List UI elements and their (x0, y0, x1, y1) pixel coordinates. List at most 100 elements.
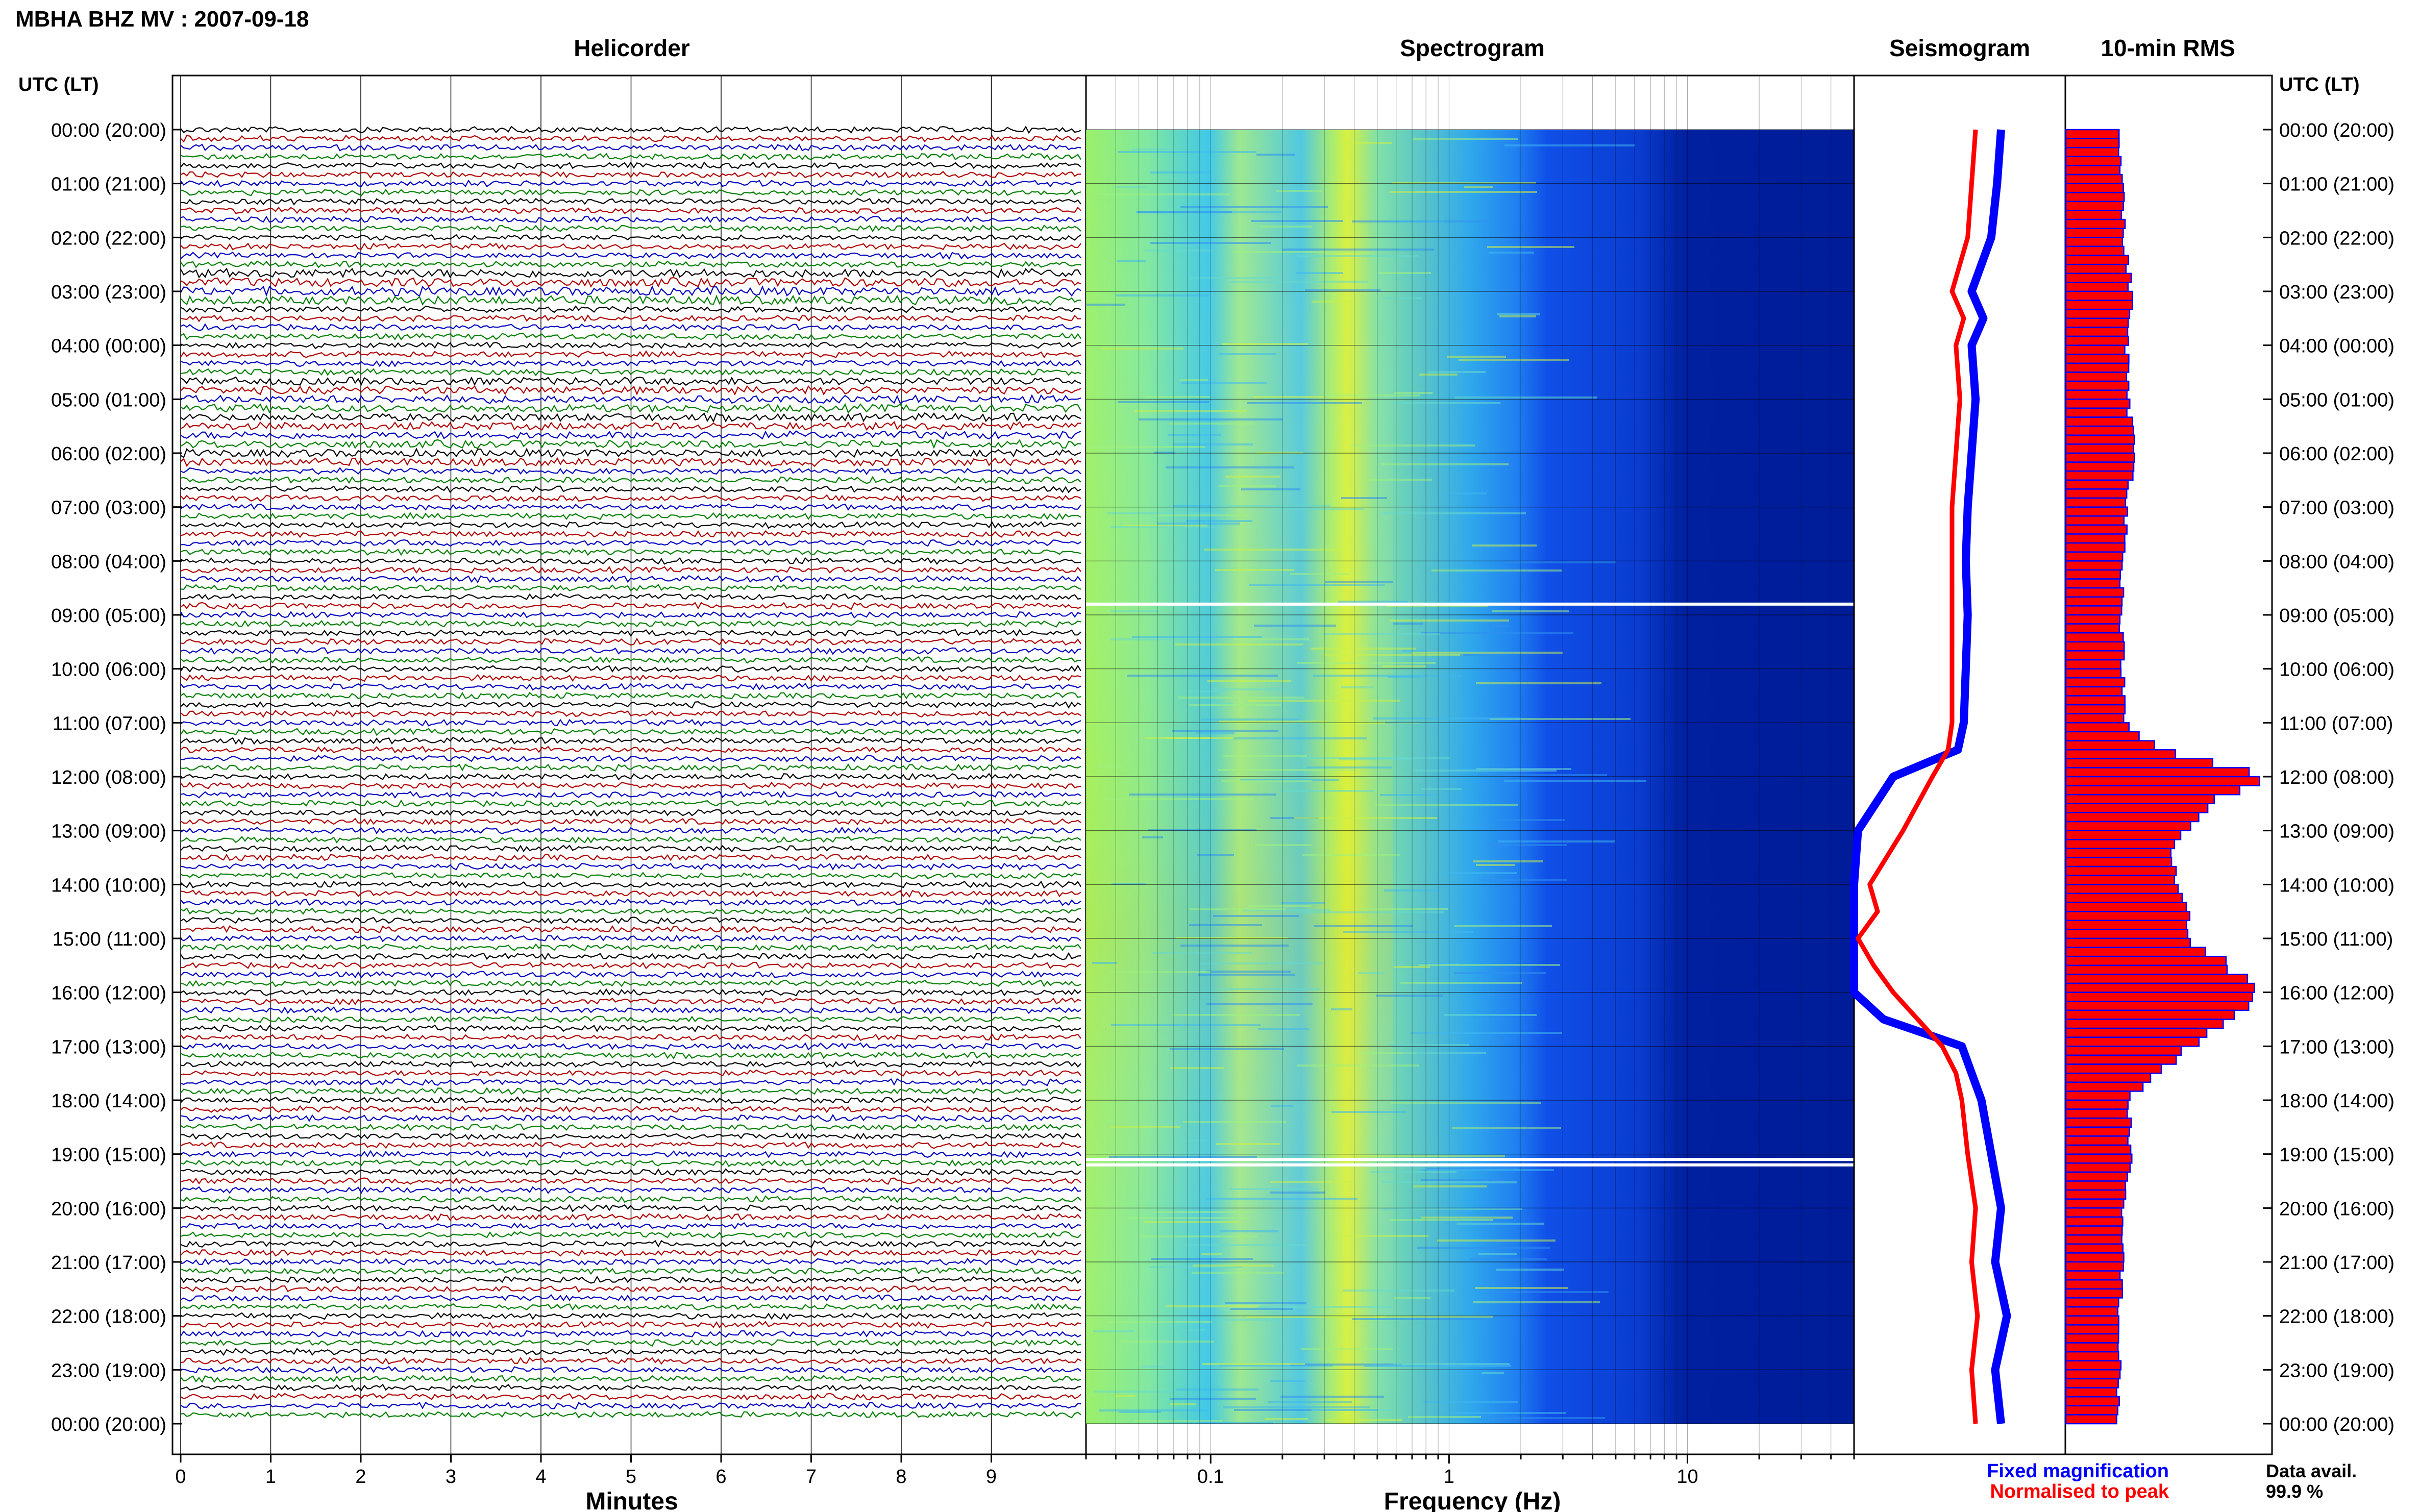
spectrogram-texture (1351, 444, 1475, 447)
rms-bar (2065, 974, 2249, 984)
rms-bar (2065, 758, 2213, 769)
helicorder-trace (180, 988, 1081, 997)
spectrogram-texture (1248, 700, 1400, 702)
time-axis-label-right: UTC (LT) (2279, 74, 2360, 95)
rms-bar (2065, 407, 2128, 418)
time-tick-label-right: 11:00 (07:00) (2279, 713, 2393, 734)
helicorder-trace (180, 323, 1081, 332)
helicorder-panel (171, 75, 1087, 1455)
minute-tick-label: 9 (986, 1466, 997, 1488)
rms-bar (2065, 354, 2130, 364)
rms-bar (2065, 1324, 2119, 1335)
spectrogram-texture (1394, 966, 1430, 968)
helicorder-trace (180, 1231, 1081, 1239)
rms-bar (2065, 1180, 2127, 1191)
rms-bar (2065, 920, 2187, 930)
spectrogram-texture (1206, 1198, 1357, 1200)
rms-bar (2065, 992, 2253, 1002)
frequency-tick-label: 1 (1444, 1466, 1454, 1488)
spectrogram-texture (1459, 359, 1569, 361)
helicorder-trace (180, 170, 1081, 179)
spectrogram-texture (1177, 690, 1226, 692)
helicorder-trace (180, 1366, 1081, 1374)
minute-tick-label: 3 (446, 1466, 456, 1488)
rms-bar (2065, 129, 2120, 139)
spectrogram-texture (1473, 1301, 1600, 1303)
spectrogram-texture (1180, 379, 1208, 381)
helicorder-trace (180, 179, 1081, 188)
rms-bar (2065, 632, 2124, 643)
spectrogram-texture (1144, 1221, 1239, 1223)
spectrogram-texture (1186, 520, 1252, 522)
spectrogram-texture (1221, 1319, 1280, 1321)
helicorder-trace (180, 503, 1081, 511)
helicorder-trace (180, 1383, 1081, 1392)
rms-bar (2065, 1297, 2119, 1308)
spectrogram-texture (1460, 654, 1499, 656)
rms-bar (2065, 767, 2250, 778)
spectrogram-texture (1505, 561, 1616, 563)
spectrogram-texture (1153, 1211, 1251, 1213)
spectrogram-texture (1408, 1416, 1481, 1418)
helicorder-trace (180, 206, 1081, 215)
minute-tick-label: 1 (265, 1466, 276, 1488)
rms-bar (2065, 884, 2179, 895)
spectrogram-texture (1312, 1409, 1394, 1411)
spectrogram-texture (1476, 768, 1571, 770)
spectrogram-texture (1358, 1052, 1416, 1054)
helicorder-trace (180, 907, 1081, 915)
helicorder-trace (180, 1024, 1081, 1033)
spectrogram-texture (1196, 732, 1235, 734)
spectrogram-texture (1087, 446, 1205, 448)
spectrogram-texture (1383, 665, 1426, 667)
helicorder-trace (180, 709, 1081, 718)
time-tick-label-left: 10:00 (06:00) (51, 659, 166, 681)
spectrogram-texture (1498, 840, 1615, 842)
spectrogram-texture (1110, 1126, 1180, 1128)
rms-bar (2065, 1072, 2152, 1083)
helicorder-trace (180, 799, 1081, 808)
spectrogram-texture (1138, 211, 1232, 213)
rms-bar (2065, 839, 2176, 850)
spectrogram-texture (1326, 1419, 1402, 1421)
spectrogram-texture (1296, 272, 1343, 274)
spectrogram-texture (1390, 619, 1509, 622)
helicorder-trace (180, 952, 1081, 960)
helicorder-trace (180, 619, 1081, 628)
spectrogram-texture (1338, 601, 1408, 603)
helicorder-trace (180, 188, 1081, 196)
helicorder-trace (180, 359, 1081, 367)
rms-bar (2065, 146, 2119, 158)
spectrogram-texture (1098, 765, 1123, 767)
helicorder-trace (180, 1123, 1081, 1131)
spectrogram-texture (1394, 392, 1433, 394)
spectrogram-texture (1496, 1269, 1564, 1271)
rms-panel (2064, 75, 2273, 1455)
spectrogram-texture (1110, 638, 1172, 640)
time-tick-label-right: 13:00 (09:00) (2279, 821, 2395, 842)
spectrogram-texture (1265, 1418, 1308, 1420)
spectrogram-texture (1324, 654, 1463, 656)
helicorder-trace (180, 809, 1081, 817)
spectrogram-texture (1197, 854, 1234, 856)
rms-bar (2065, 749, 2176, 760)
time-tick-label-right: 16:00 (12:00) (2279, 983, 2395, 1004)
spectrogram-texture (1419, 964, 1560, 966)
rms-bar (2065, 1198, 2125, 1209)
rms-bar (2065, 263, 2127, 275)
rms-bar (2065, 1162, 2131, 1173)
spectrogram-texture (1214, 688, 1285, 690)
time-tick-label-right: 21:00 (17:00) (2279, 1252, 2395, 1274)
helicorder-trace (180, 1042, 1081, 1051)
legend-fixed-magnification: Fixed magnification (1987, 1460, 2169, 1482)
spectrogram-texture (1166, 1305, 1260, 1307)
rms-bar (2065, 497, 2127, 508)
spectrogram-texture (1166, 466, 1294, 468)
rms-bar (2065, 677, 2126, 688)
spectrogram-texture (1381, 1181, 1517, 1183)
time-tick-label-left: 19:00 (15:00) (51, 1145, 166, 1166)
spectrogram-texture (1232, 251, 1368, 253)
rms-bar (2065, 542, 2126, 553)
helicorder-trace (180, 234, 1081, 241)
spectrogram-texture (1346, 142, 1392, 144)
